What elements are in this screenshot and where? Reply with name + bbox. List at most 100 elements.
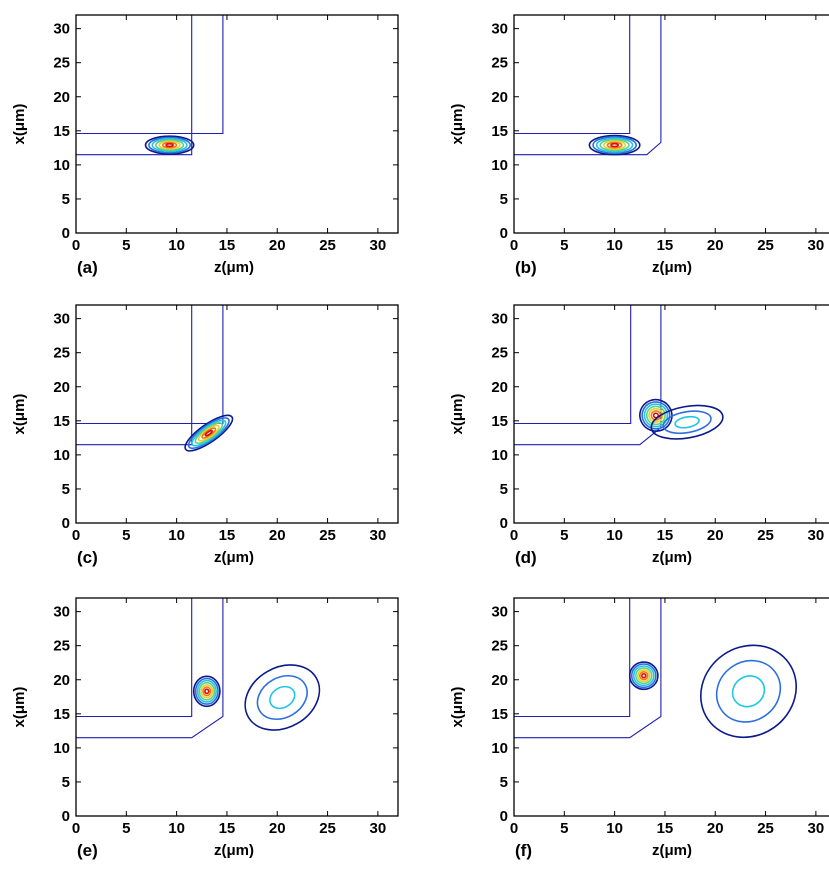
contour-level-3 [674,415,700,429]
contour-level-5 [197,424,220,442]
y-tick-label: 25 [491,345,508,362]
intensity-blob-2 [650,404,724,440]
x-tick-label: 10 [606,820,623,837]
x-tick-label: 15 [657,237,674,254]
waveguide-inner-edge [76,598,224,739]
y-axis-label: x(μm) [11,687,28,728]
intensity-blob-2 [244,664,321,731]
intensity-blob-1 [588,134,641,156]
y-tick-label: 25 [53,345,70,362]
x-tick-label: 20 [707,527,724,544]
contour-level-4 [198,681,216,701]
contour-level-3 [595,137,634,153]
contour-level-4 [599,138,630,152]
x-tick-label: 10 [168,237,185,254]
y-tick-label: 0 [500,808,508,825]
y-tick-label: 30 [491,311,508,328]
x-tick-label: 10 [168,820,185,837]
x-tick-label: 20 [269,527,286,544]
contour-level-7 [610,142,619,148]
y-tick-label: 10 [491,740,508,757]
x-tick-label: 25 [757,527,774,544]
contour-level-2 [148,136,192,154]
y-tick-label: 0 [500,515,508,532]
contour-level-1 [699,644,798,739]
panel-label: (b) [515,258,537,277]
x-tick-label: 10 [606,237,623,254]
x-tick-label: 25 [757,820,774,837]
y-tick-label: 15 [53,123,70,140]
x-tick-label: 15 [657,820,674,837]
panel-label: (f) [515,841,532,860]
waveguide-outer-edge [514,305,632,425]
y-tick-label: 25 [53,638,70,655]
intensity-blob-1 [144,135,195,155]
panel-label: (c) [77,548,98,567]
y-tick-label: 10 [53,740,70,757]
contour-level-1 [639,398,673,432]
contour-level-2 [194,677,219,705]
y-tick-label: 15 [491,123,508,140]
panel-label: (e) [77,841,98,860]
y-tick-label: 0 [500,225,508,242]
x-tick-label: 0 [72,527,80,544]
x-tick-label: 30 [370,527,387,544]
contour-level-7 [640,672,647,679]
intensity-blob-1 [192,675,221,708]
x-axis-label: z(μm) [214,549,254,566]
contour-level-5 [158,140,181,150]
contour-level-4 [155,139,185,151]
x-tick-label: 20 [707,820,724,837]
x-tick-label: 0 [510,527,518,544]
panel-label: (d) [515,548,537,567]
x-tick-label: 0 [72,237,80,254]
x-tick-label: 20 [707,237,724,254]
x-tick-label: 0 [510,237,518,254]
y-tick-label: 10 [491,157,508,174]
x-tick-label: 5 [560,820,568,837]
contour-level-2 [256,674,308,721]
contour-level-3 [731,675,766,708]
contour-level-3 [632,665,655,687]
y-tick-label: 20 [53,89,70,106]
waveguide-outer-edge [76,305,224,425]
y-tick-label: 30 [491,604,508,621]
y-tick-label: 10 [491,447,508,464]
x-axis-label: z(μm) [652,549,692,566]
panel-b: 0 5 10 15 20 25 30 0 5 10 15 20 25 30 z(μm) x(μm) (b) [449,14,829,277]
contour-level-1 [144,135,195,155]
y-tick-label: 5 [62,191,70,208]
x-tick-label: 15 [219,527,236,544]
x-tick-label: 30 [808,237,825,254]
intensity-blob-1 [639,398,673,432]
y-tick-label: 20 [491,672,508,689]
y-tick-label: 5 [500,774,508,791]
y-tick-label: 15 [491,413,508,430]
x-tick-label: 5 [122,237,130,254]
x-tick-label: 0 [510,820,518,837]
contour-level-2 [630,663,657,689]
x-tick-label: 5 [122,820,130,837]
plot-frame [75,597,399,817]
y-tick-label: 10 [53,447,70,464]
y-axis-label: x(μm) [449,394,466,435]
x-tick-label: 30 [808,820,825,837]
y-tick-label: 0 [62,225,70,242]
contour-level-1 [244,664,321,731]
y-tick-label: 25 [491,55,508,72]
plot-frame [513,597,829,817]
y-tick-label: 30 [53,604,70,621]
contour-level-6 [606,141,623,149]
y-tick-label: 0 [62,808,70,825]
contour-level-1 [192,675,221,708]
panel-a: 0 5 10 15 20 25 30 0 5 10 15 20 25 30 z(μm) x(μm) (a) [11,14,399,277]
y-tick-label: 25 [491,638,508,655]
contour-level-3 [269,685,296,710]
x-tick-label: 15 [219,820,236,837]
plot-frame [513,304,829,524]
waveguide-outer-edge [76,598,193,718]
contour-level-7 [204,688,210,695]
plot-frame [75,304,399,524]
panel-label: (a) [77,258,98,277]
